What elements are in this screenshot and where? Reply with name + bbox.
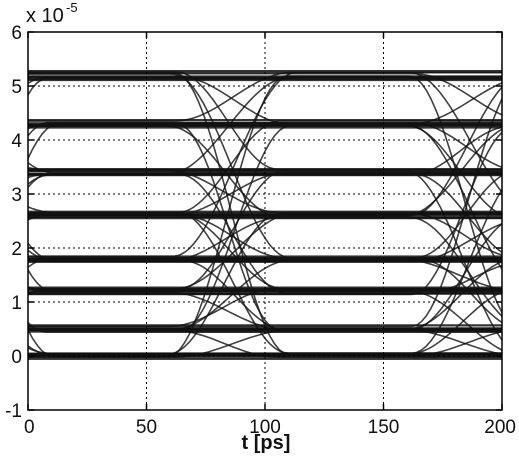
y-tick-label-4: 3 [11, 185, 22, 206]
grid-lines [28, 32, 502, 410]
x-tick-label-3: 150 [368, 417, 400, 438]
y-tick-label-2: 1 [11, 293, 22, 314]
y-tick-label-3: 2 [11, 239, 22, 260]
y-tick-labels: -1 0 1 2 3 4 5 6 [5, 23, 22, 422]
x-tick-label-1: 50 [136, 417, 157, 438]
y-tick-label-7: 6 [11, 23, 22, 44]
y-tick-label-1: 0 [11, 347, 22, 368]
x-tick-label-2: 100 [249, 417, 281, 438]
x-tick-labels: 0 50 100 150 200 [24, 417, 516, 438]
y-tick-label-0: -1 [5, 401, 22, 422]
y-multiplier-exponent: -5 [66, 0, 78, 15]
trace-86 [28, 81, 502, 125]
y-multiplier-base: x 10 [26, 5, 64, 27]
x-axis-label: t [ps] [242, 432, 291, 454]
x-tick-label-4: 200 [484, 417, 516, 438]
axis-ticks [27, 31, 503, 411]
y-tick-label-6: 5 [11, 77, 22, 98]
x-tick-label-0: 0 [24, 417, 35, 438]
y-tick-label-5: 4 [11, 131, 22, 152]
